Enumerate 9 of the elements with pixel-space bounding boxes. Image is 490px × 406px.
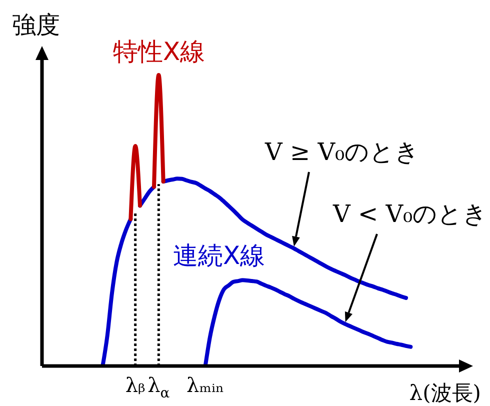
y-axis-title: 強度 <box>12 11 60 39</box>
x-axis-title: λ(波長) <box>409 381 481 405</box>
x-tick-label: λᵦ <box>125 373 146 397</box>
annotation: 連続X線 <box>173 241 266 270</box>
text: V ≥ V₀のとき <box>264 138 420 166</box>
x-tick-label: λₘᵢₙ <box>186 373 224 397</box>
x-tick-label: λ$_{α}$ <box>148 373 170 402</box>
text: V < V₀のとき <box>332 200 488 228</box>
series-label: 特性X線 <box>113 37 206 66</box>
